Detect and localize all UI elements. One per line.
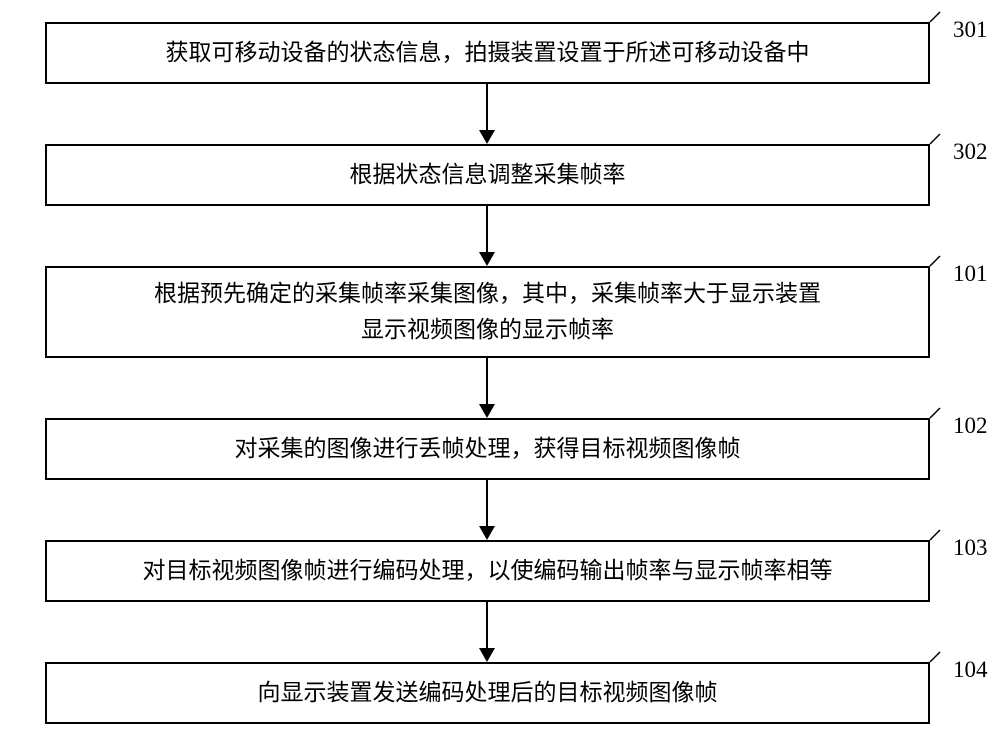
flow-node-text-n302: 根据状态信息调整采集帧率 [350,157,626,193]
edge-n302-n101 [479,206,495,266]
connector-layer [0,0,1000,741]
flow-node-text-n104: 向显示装置发送编码处理后的目标视频图像帧 [258,675,718,711]
flow-node-n101: 根据预先确定的采集帧率采集图像，其中，采集帧率大于显示装置 显示视频图像的显示帧… [45,266,930,358]
edge-n301-n302 [479,84,495,144]
flow-node-text-n103: 对目标视频图像帧进行编码处理，以使编码输出帧率与显示帧率相等 [143,553,833,589]
flow-node-label-n302: 302 [953,139,988,165]
flow-node-n103: 对目标视频图像帧进行编码处理，以使编码输出帧率与显示帧率相等 [45,540,930,602]
flow-node-n104: 向显示装置发送编码处理后的目标视频图像帧 [45,662,930,724]
flowchart-canvas: 获取可移动设备的状态信息，拍摄装置设置于所述可移动设备中 301 根据状态信息调整采… [0,0,1000,741]
flow-node-label-n301: 301 [953,17,988,43]
flow-node-label-n102: 102 [953,413,988,439]
flow-node-label-n103: 103 [953,535,988,561]
flow-node-text-n101: 根据预先确定的采集帧率采集图像，其中，采集帧率大于显示装置 显示视频图像的显示帧… [154,276,821,347]
label-connector-n302 [930,134,940,144]
label-connector-n104 [930,652,940,662]
edge-n102-n103 [479,480,495,540]
flow-node-label-n104: 104 [953,657,988,683]
label-connector-n301 [930,12,940,22]
label-connector-n102 [930,408,940,418]
flow-node-n102: 对采集的图像进行丢帧处理，获得目标视频图像帧 [45,418,930,480]
label-connector-n103 [930,530,940,540]
label-connector-n101 [930,256,940,266]
flow-node-n301: 获取可移动设备的状态信息，拍摄装置设置于所述可移动设备中 [45,22,930,84]
flow-node-n302: 根据状态信息调整采集帧率 [45,144,930,206]
edge-n101-n102 [479,358,495,418]
flow-node-text-n102: 对采集的图像进行丢帧处理，获得目标视频图像帧 [235,431,741,467]
flow-node-text-n301: 获取可移动设备的状态信息，拍摄装置设置于所述可移动设备中 [166,35,810,71]
flow-node-label-n101: 101 [953,261,988,287]
edge-n103-n104 [479,602,495,662]
